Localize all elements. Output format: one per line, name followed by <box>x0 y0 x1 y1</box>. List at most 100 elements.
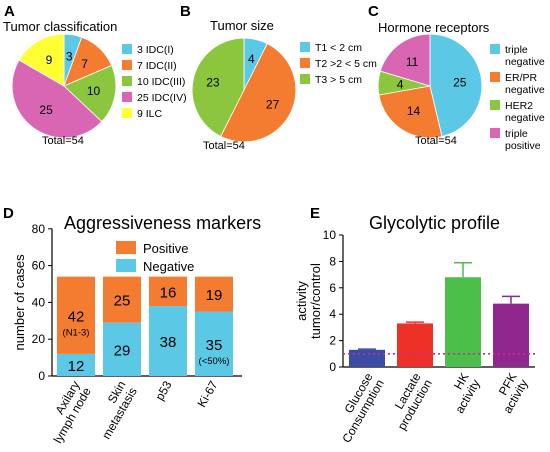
title-c: Hormone receptors <box>378 20 490 35</box>
y-tick-label: 6 <box>329 281 336 295</box>
y-tick-label: 8 <box>329 254 336 268</box>
y-tick-label: 0 <box>38 369 45 383</box>
x-category-label: Axilarylymph node <box>39 378 94 446</box>
legend-swatch <box>300 42 310 52</box>
x-category-label: p53 <box>152 378 174 403</box>
pie-outline <box>191 37 297 143</box>
bar-positive <box>57 276 95 354</box>
pie-outline <box>11 33 117 139</box>
slice-value-label: 11 <box>406 55 419 69</box>
legend-label: 9 ILC <box>137 108 163 120</box>
panel-label-e: E <box>310 205 320 222</box>
legend-label: 3 IDC(I) <box>137 44 174 56</box>
legend-label: HER2 <box>505 100 533 112</box>
legend-label: triple <box>505 44 528 56</box>
bar-value-label-positive: 16 <box>160 284 177 301</box>
y-axis-label-line: tumor/control <box>308 263 323 339</box>
legend-swatch <box>490 100 500 110</box>
legend-swatch <box>122 44 132 54</box>
legend-label-positive: Positive <box>143 241 189 256</box>
legend-label: negative <box>505 84 545 96</box>
bar-negative <box>57 353 95 376</box>
legend-swatch-negative <box>116 259 136 272</box>
legend-swatch <box>490 44 500 54</box>
bar-negative <box>195 311 233 376</box>
slice-value-label: 3 <box>66 50 73 64</box>
bar <box>445 277 481 367</box>
legend-label: 25 IDC(IV) <box>137 92 187 104</box>
stacked-bar-chart-aggressiveness: 0 20 40 60 80 number of cases 12 42 Axilarylymph… <box>12 222 242 446</box>
legend-swatch <box>122 92 132 102</box>
x-category-label: GlucoseConsumption <box>328 370 387 445</box>
slice-value-label: 9 <box>46 53 53 67</box>
pie-chart-tumor-classification: 37 10 25 9 <box>11 33 117 139</box>
bar-value-label-negative: 38 <box>160 334 177 351</box>
x-category-label: Skinmetastasis <box>88 379 140 442</box>
slice-value-label: 10 <box>87 84 101 98</box>
title-e: Glycolytic profile <box>369 213 500 233</box>
legend-tumor-classification: 3 IDC(I) 7 IDC(II) 10 IDC(III) 25 IDC(IV) 9 … <box>122 44 187 120</box>
bar-annotation: (<50%) <box>199 356 230 367</box>
legend-label: T3 > 5 cm <box>315 74 362 86</box>
legend-label: triple <box>505 128 528 140</box>
y-tick-label: 60 <box>32 259 46 273</box>
title-a: Tumor classification <box>3 19 117 34</box>
total-a: Total=54 <box>42 135 84 147</box>
bar-negative <box>103 322 141 376</box>
x-category-label: Ki-67 <box>194 378 220 410</box>
legend-label: T1 < 2 cm <box>315 42 362 54</box>
legend-label: ER/PR <box>505 72 538 84</box>
legend-label: negative <box>505 56 545 68</box>
legend-swatch <box>122 76 132 86</box>
legend-swatch <box>300 58 310 68</box>
y-tick-label: 10 <box>323 228 337 242</box>
slice-value-label: 23 <box>206 76 220 90</box>
pie-outline <box>377 33 483 139</box>
bar-value-label-negative: 29 <box>114 342 131 359</box>
y-tick-label: 0 <box>329 360 336 374</box>
y-tick-label: 4 <box>329 307 336 321</box>
bar-annotation: (N1-3) <box>63 327 90 338</box>
x-category-label: HKactivity <box>441 371 483 416</box>
y-tick-label: 40 <box>32 295 46 309</box>
y-axis-label: activitytumor/control <box>294 263 323 339</box>
bar-value-label-positive: 42 <box>68 308 85 325</box>
panel-label-b: B <box>180 3 191 20</box>
slice-value-label: 25 <box>39 103 53 117</box>
bar-negative <box>149 306 187 376</box>
slice-value-label: 4 <box>397 77 404 91</box>
total-c: Total=54 <box>415 135 457 147</box>
panel-label-a: A <box>4 3 15 20</box>
slice-value-label: 4 <box>248 52 255 66</box>
slice-value-label: 7 <box>81 57 88 71</box>
bar-positive <box>149 276 187 307</box>
y-tick-label: 2 <box>329 334 336 348</box>
bar <box>397 323 433 367</box>
legend-hormone-receptors: triplenegativeER/PRnegativeHER2negativet… <box>490 44 545 152</box>
legend-tumor-size: T1 < 2 cm T2 >2 < 5 cm T3 > 5 cm <box>300 42 377 86</box>
title-b: Tumor size <box>210 18 274 33</box>
bar-value-label-positive: 19 <box>206 287 223 304</box>
legend-swatch <box>300 74 310 84</box>
legend-label: T2 >2 < 5 cm <box>315 58 377 70</box>
total-b: Total=54 <box>203 140 245 152</box>
bar <box>349 349 385 367</box>
y-axis-label: number of cases <box>12 254 27 351</box>
x-category-label: PFKactivity <box>489 371 531 416</box>
title-d: Aggressiveness markers <box>64 213 261 233</box>
legend-swatch <box>490 72 500 82</box>
bar-positive <box>195 276 233 312</box>
legend-swatch <box>490 128 500 138</box>
pie-chart-tumor-size: 4 27 23 <box>191 37 297 143</box>
legend-label: 10 IDC(III) <box>137 76 185 88</box>
legend-label: positive <box>505 140 541 152</box>
bar-chart-glycolytic-profile: 0 2 4 6 8 10 activitytumor/control GlucoseConsu… <box>294 228 535 445</box>
x-category-label: Lactateproduction <box>383 370 435 432</box>
slice-value-label: 14 <box>407 104 421 118</box>
legend-swatch <box>122 108 132 118</box>
panel-label-c: C <box>368 3 379 20</box>
y-axis-label-line: activity <box>294 281 309 321</box>
legend-label: negative <box>505 112 545 124</box>
bar-positive <box>103 276 141 323</box>
